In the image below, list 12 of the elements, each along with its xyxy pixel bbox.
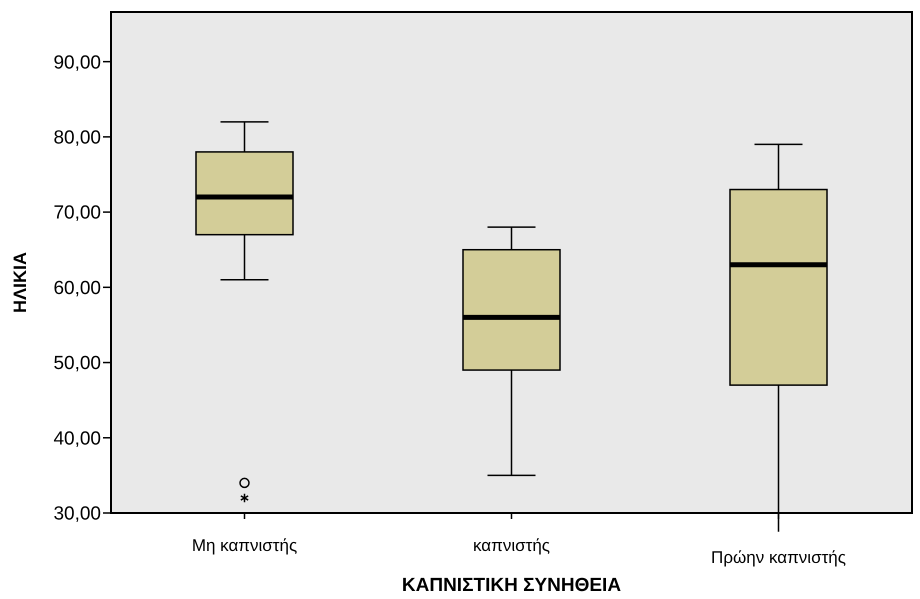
x-tick-label: Πρώην καπνιστής	[711, 548, 846, 567]
y-tick-label: 70,00	[53, 202, 101, 224]
y-tick-label: 60,00	[53, 278, 101, 299]
y-tick-label: 40,00	[53, 428, 101, 450]
y-tick-label: 90,00	[53, 52, 101, 74]
y-tick-label: 80,00	[53, 128, 101, 149]
y-axis-title: ΗΛΙΚΙΑ	[10, 252, 30, 314]
y-tick-label: 30,00	[53, 504, 101, 525]
x-axis-title: ΚΑΠΝΙΣΤΙΚΗ ΣΥΝΗΘΕΙΑ	[402, 575, 622, 596]
y-tick-label: 50,00	[53, 353, 101, 374]
x-tick-label: καπνιστής	[473, 536, 550, 555]
x-tick-label: Μη καπνιστής	[192, 536, 298, 555]
